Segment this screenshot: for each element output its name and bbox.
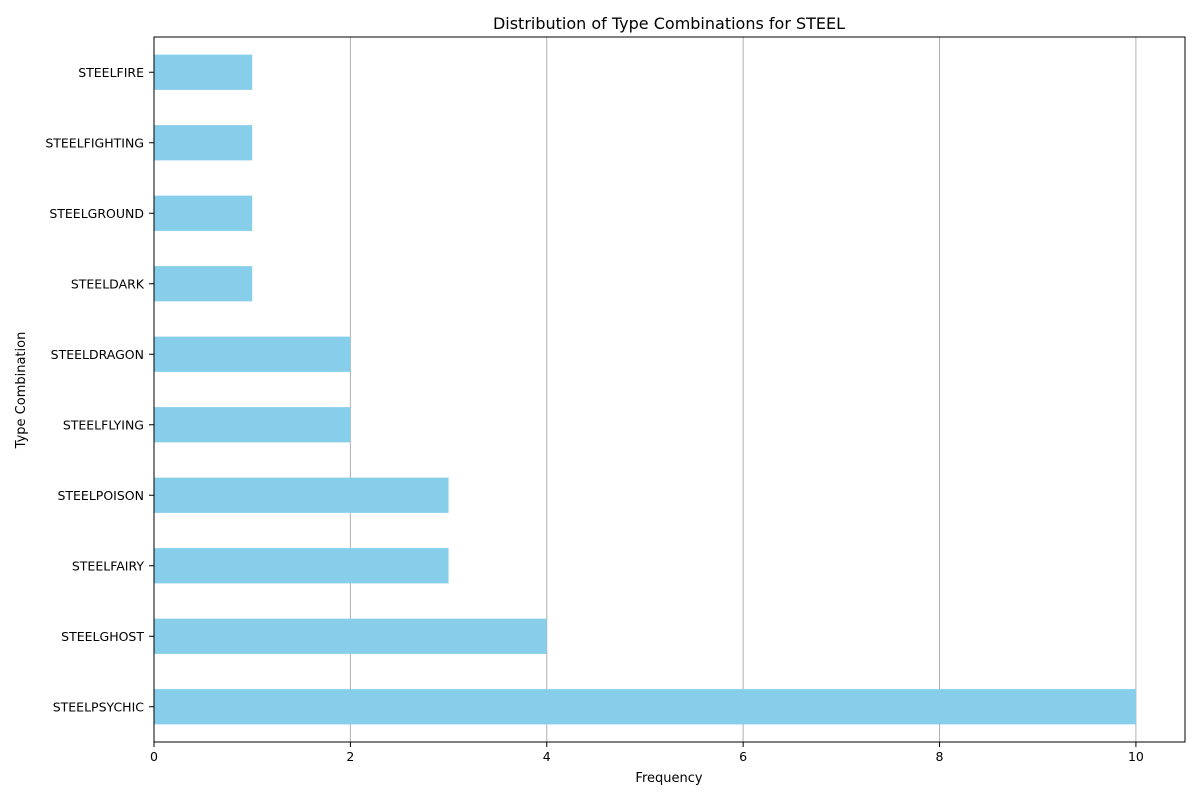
x-tick-label: 0 [150,749,158,764]
bar-steelfighting [154,125,253,161]
x-tick-label: 8 [936,749,944,764]
bar-steelpoison [154,477,449,513]
y-axis-label: Type Combination [14,332,29,450]
y-tick-label: STEELDRAGON [51,347,144,362]
plot-area-frame [153,36,1186,743]
y-tick-label: STEELGHOST [61,629,144,644]
bar-steelpsychic [154,689,1136,725]
bars-layer [154,54,1136,725]
bar-steeldark [154,266,253,302]
x-tick-label: 4 [543,749,551,764]
y-tick-label: STEELPOISON [57,488,144,503]
x-axis-label: Frequency [635,771,702,786]
x-tick-label: 6 [739,749,747,764]
x-tick-label: 10 [1128,749,1144,764]
y-tick-label: STEELFIRE [78,65,144,80]
y-axis-ticks: STEELPSYCHIC STEELGHOST STEELFAIRY STEELPOI… [45,65,154,714]
bar-steelghost [154,618,547,654]
x-tick-label: 2 [346,749,354,764]
bar-steelfairy [154,548,449,584]
y-tick-label: STEELPSYCHIC [53,699,145,714]
y-tick-label: STEELFLYING [63,417,144,432]
bar-steeldragon [154,336,351,372]
y-tick-label: STEELFAIRY [72,558,144,573]
bar-steelground [154,195,253,231]
x-axis-ticks: 0 2 4 6 8 10 [150,742,1144,764]
y-tick-label: STEELGROUND [49,206,144,221]
chart-title: Distribution of Type Combinations for ST… [493,14,845,33]
bar-steelfire [154,54,253,90]
bar-steelflying [154,407,351,443]
y-tick-label: STEELFIGHTING [45,135,144,150]
y-tick-label: STEELDARK [71,276,145,291]
